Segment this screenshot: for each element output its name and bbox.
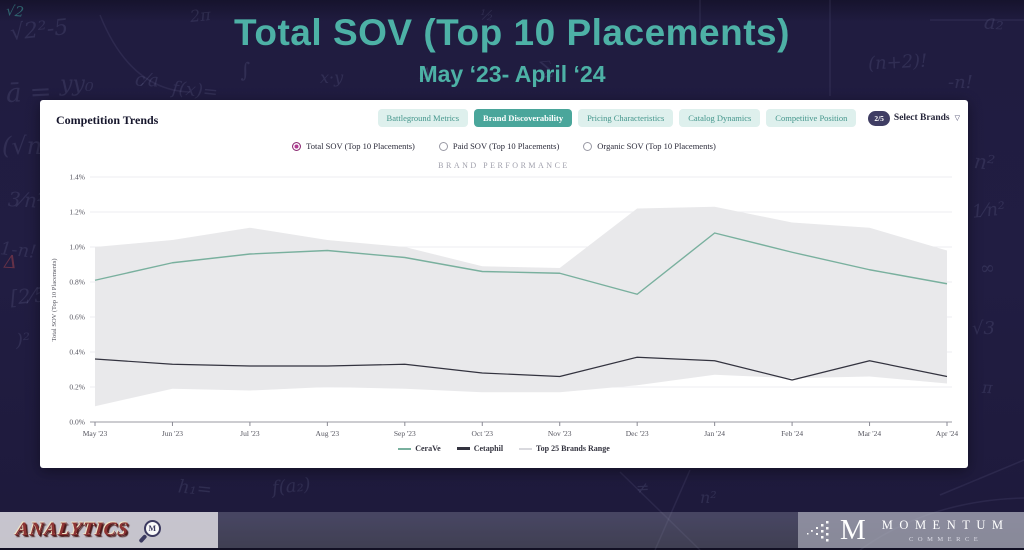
sov-line-chart: 0.0% 0.2% 0.4% 0.6% 0.8% 1.0% 1.2% 1.4% May '23 J…: [40, 172, 968, 446]
radio-option-organic-sov-top-10-placements[interactable]: Organic SOV (Top 10 Placements): [583, 141, 716, 151]
momentum-subtitle: COMMERCE: [909, 535, 983, 543]
legend-label: Top 25 Brands Range: [536, 444, 610, 453]
legend-swatch: [398, 447, 412, 450]
svg-text:Oct '23: Oct '23: [471, 429, 493, 438]
radio-unselected-icon[interactable]: [583, 141, 593, 151]
select-brands-dropdown[interactable]: 2/5 Select Brands ▽: [868, 110, 960, 126]
svg-text:Aug '23: Aug '23: [316, 429, 340, 438]
svg-text:Apr '24: Apr '24: [936, 429, 959, 438]
card-heading: Competition Trends: [56, 113, 159, 127]
momentum-monogram: M: [840, 513, 866, 546]
legend-item-top-25-brands-range: Top 25 Brands Range: [519, 444, 610, 453]
legend-item-cerave: CeraVe: [398, 444, 441, 453]
radio-option-total-sov-top-10-placements[interactable]: Total SOV (Top 10 Placements): [292, 141, 415, 151]
svg-text:0.0%: 0.0%: [69, 418, 85, 427]
magnifier-handle: [138, 533, 147, 544]
momentum-commerce-logo: M MOMENTUM COMMERCE: [798, 512, 1024, 548]
svg-text:0.4%: 0.4%: [69, 348, 85, 357]
radio-unselected-icon[interactable]: [438, 141, 448, 151]
competition-trends-card: Competition Trends Battleground Metrics B…: [40, 100, 968, 468]
radio-option-paid-sov-top-10-placements[interactable]: Paid SOV (Top 10 Placements): [438, 141, 560, 151]
selected-brands-count-badge: 2/5: [868, 110, 890, 126]
svg-text:Jun '23: Jun '23: [162, 429, 183, 438]
tab-catalog-dynamics[interactable]: Catalog Dynamics: [679, 109, 761, 127]
legend-item-cetaphil: Cetaphil: [456, 444, 504, 453]
svg-text:0.8%: 0.8%: [69, 278, 85, 287]
select-brands-label: Select Brands: [893, 113, 950, 123]
section-label: BRAND PERFORMANCE: [438, 161, 570, 170]
legend-label: Cetaphil: [473, 444, 504, 453]
radio-label: Paid SOV (Top 10 Placements): [452, 141, 560, 151]
svg-text:0.2%: 0.2%: [69, 383, 85, 392]
radio-label: Total SOV (Top 10 Placements): [306, 141, 415, 151]
radio-label: Organic SOV (Top 10 Placements): [597, 141, 716, 151]
svg-text:Feb '24: Feb '24: [781, 429, 803, 438]
chart-svg: 0.0% 0.2% 0.4% 0.6% 0.8% 1.0% 1.2% 1.4% May '23 J…: [51, 173, 959, 439]
legend-swatch: [519, 447, 533, 450]
svg-text:Total SOV (Top 10 Placements): Total SOV (Top 10 Placements): [51, 258, 58, 341]
speed-dots-icon: [807, 521, 829, 542]
metric-radio-group: Total SOV (Top 10 Placements) Paid SOV (T…: [40, 141, 968, 151]
svg-text:Mar '24: Mar '24: [858, 429, 881, 438]
svg-text:1.4%: 1.4%: [69, 173, 85, 182]
svg-text:1.0%: 1.0%: [69, 243, 85, 252]
svg-text:Dec '23: Dec '23: [626, 429, 649, 438]
page-title: Total SOV (Top 10 Placements): [234, 12, 790, 53]
tab-pricing-characteristics[interactable]: Pricing Characteristics: [578, 109, 674, 127]
svg-text:1.2%: 1.2%: [69, 208, 85, 217]
momentum-title: MOMENTUM: [881, 517, 1010, 532]
chart-legend: CeraVe Cetaphil Top 25 Brands Range: [40, 444, 968, 453]
legend-label: CeraVe: [415, 444, 441, 453]
tabs-row: Battleground Metrics Brand Discoverabilit…: [377, 109, 960, 127]
radio-selected-icon[interactable]: [292, 141, 302, 151]
tab-brand-discoverability[interactable]: Brand Discoverability: [474, 109, 573, 127]
analytics-wordmark: ANALYTICS: [14, 519, 130, 540]
footer-band: ANALYTICS M M MOMENTUM COMMERCE: [0, 512, 1024, 548]
chevron-down-icon: ▽: [954, 114, 960, 122]
svg-text:Jul '23: Jul '23: [240, 429, 260, 438]
tab-competitive-position[interactable]: Competitive Position: [766, 109, 857, 127]
svg-text:May '23: May '23: [83, 429, 108, 438]
magnifier-icon: M: [138, 520, 161, 544]
analytics-logo: ANALYTICS M: [0, 512, 218, 548]
svg-text:Sep '23: Sep '23: [394, 429, 416, 438]
magnifier-letter: M: [143, 520, 161, 537]
page-subtitle: May ‘23- April ‘24: [418, 61, 606, 87]
svg-text:0.6%: 0.6%: [69, 313, 85, 322]
momentum-wordmark: MOMENTUM COMMERCE: [882, 518, 1010, 543]
tabs-container: Battleground Metrics Brand Discoverabilit…: [377, 109, 857, 127]
tab-battleground-metrics[interactable]: Battleground Metrics: [377, 109, 469, 127]
svg-text:Nov '23: Nov '23: [548, 429, 572, 438]
svg-text:Jan '24: Jan '24: [704, 429, 725, 438]
legend-swatch: [456, 447, 470, 450]
